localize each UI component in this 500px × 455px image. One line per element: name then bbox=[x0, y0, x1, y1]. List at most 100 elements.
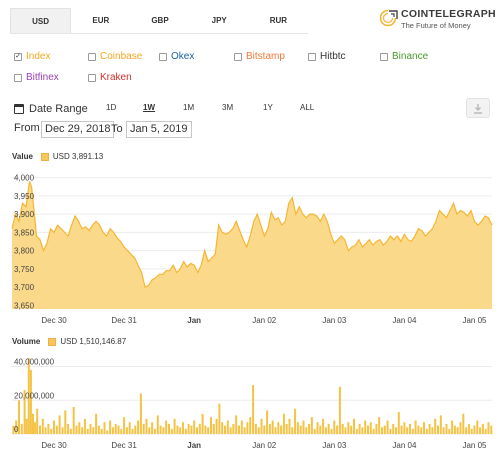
currency-tabs: USD EUR GBP JPY RUR bbox=[10, 8, 308, 34]
range-button-3m[interactable]: 3M bbox=[222, 103, 234, 112]
currency-tab-gbp[interactable]: GBP bbox=[151, 16, 169, 25]
currency-tab-rur[interactable]: RUR bbox=[269, 16, 288, 25]
volume-bar bbox=[378, 417, 381, 434]
volume-chart[interactable]: 0 20,000,000 40,000,000 Dec 30 Dec 31 Jan Jan … bbox=[0, 349, 500, 455]
volume-legend-swatch bbox=[48, 337, 57, 346]
volume-bar bbox=[29, 369, 32, 434]
volume-bar bbox=[218, 403, 221, 434]
volume-bar bbox=[196, 427, 198, 435]
volume-bar bbox=[375, 423, 378, 434]
volume-bar bbox=[316, 422, 319, 434]
currency-tab-eur[interactable]: EUR bbox=[92, 16, 110, 25]
volume-bar bbox=[44, 427, 47, 435]
exchange-checkbox[interactable] bbox=[380, 52, 388, 61]
exchange-checkbox[interactable] bbox=[159, 52, 167, 61]
volume-bar bbox=[162, 427, 165, 435]
volume-bar bbox=[198, 423, 201, 434]
volume-x-tick-label: Jan bbox=[187, 441, 201, 450]
from-date-input[interactable]: Dec 29, 2018 bbox=[41, 121, 115, 138]
volume-bar bbox=[369, 422, 372, 434]
exchange-checkbox[interactable] bbox=[308, 52, 316, 61]
volume-bar bbox=[193, 420, 196, 434]
range-button-all[interactable]: ALL bbox=[300, 103, 315, 112]
volume-bar bbox=[229, 427, 232, 435]
to-date-input[interactable]: Jan 5, 2019 bbox=[126, 121, 192, 138]
volume-bar bbox=[117, 425, 120, 434]
volume-bar bbox=[476, 420, 479, 434]
value-area bbox=[12, 181, 492, 309]
logo-tagline: The Future of Money bbox=[401, 21, 471, 30]
volume-bar bbox=[364, 420, 367, 434]
range-button-1d[interactable]: 1D bbox=[106, 103, 117, 112]
volume-bar bbox=[400, 425, 403, 434]
exchange-checkbox[interactable] bbox=[88, 52, 96, 61]
range-button-1m[interactable]: 1M bbox=[183, 103, 195, 112]
exchange-binance[interactable]: Binance bbox=[380, 51, 428, 62]
exchange-okex[interactable]: Okex bbox=[159, 51, 194, 62]
exchange-checkbox[interactable] bbox=[88, 73, 96, 82]
volume-bar bbox=[397, 412, 400, 434]
value-y-tick-label: 3,850 bbox=[14, 228, 35, 237]
volume-x-tick-label: Dec 30 bbox=[41, 441, 67, 450]
value-legend-swatch bbox=[40, 152, 49, 161]
volume-bar bbox=[170, 428, 173, 434]
range-button-1y[interactable]: 1Y bbox=[263, 103, 273, 112]
volume-bar bbox=[344, 427, 347, 435]
volume-bar bbox=[296, 422, 299, 434]
exchange-index[interactable]: ✓ Index bbox=[14, 51, 50, 62]
exchange-bitfinex[interactable]: Bitfinex bbox=[14, 72, 59, 83]
volume-bar bbox=[467, 423, 470, 434]
volume-bar bbox=[212, 423, 215, 434]
volume-bar bbox=[490, 425, 493, 434]
volume-bar bbox=[445, 423, 448, 434]
volume-bar bbox=[361, 427, 364, 435]
volume-bar bbox=[168, 423, 170, 434]
volume-bar bbox=[145, 418, 148, 434]
exchange-checkbox[interactable] bbox=[14, 73, 22, 82]
value-x-tick-label: Jan 04 bbox=[392, 316, 417, 325]
volume-bar bbox=[367, 425, 369, 434]
volume-bar bbox=[310, 417, 313, 434]
volume-bar bbox=[333, 420, 336, 434]
exchange-coinbase[interactable]: Coinbase bbox=[88, 51, 142, 62]
volume-bar bbox=[128, 422, 131, 434]
exchange-checkbox[interactable] bbox=[234, 52, 242, 61]
volume-bar bbox=[184, 428, 187, 434]
volume-x-tick-label: Jan 03 bbox=[322, 441, 347, 450]
exchange-checkbox[interactable]: ✓ bbox=[14, 52, 22, 61]
currency-tab-usd[interactable]: USD bbox=[10, 8, 72, 33]
volume-bar bbox=[336, 425, 339, 434]
volume-bar bbox=[252, 385, 255, 434]
logo-name: COINTELEGRAPH bbox=[401, 8, 496, 20]
volume-bar bbox=[25, 418, 28, 434]
date-range-header: Date Range bbox=[14, 102, 88, 116]
exchange-kraken[interactable]: Kraken bbox=[88, 72, 132, 83]
exchange-hitbtc[interactable]: Hitbtc bbox=[308, 51, 346, 62]
volume-bar bbox=[319, 425, 322, 434]
volume-bar bbox=[72, 407, 75, 434]
value-chart[interactable]: 3,650 3,700 3,750 3,800 3,850 3,900 3,950 4,000… bbox=[0, 166, 500, 346]
volume-bar bbox=[103, 422, 106, 434]
exchange-label: Okex bbox=[171, 51, 195, 62]
range-button-1w[interactable]: 1W bbox=[143, 103, 155, 112]
volume-y-tick-label: 20,000,000 bbox=[14, 391, 55, 400]
volume-bar bbox=[381, 427, 383, 435]
volume-bar bbox=[123, 417, 126, 434]
cointelegraph-logo: COINTELEGRAPH The Future of Money bbox=[379, 6, 497, 34]
currency-tab-jpy[interactable]: JPY bbox=[211, 16, 227, 25]
value-y-tick-label: 3,700 bbox=[14, 283, 35, 292]
volume-bar bbox=[465, 427, 468, 435]
volume-bar bbox=[204, 425, 207, 434]
volume-bar bbox=[448, 428, 451, 434]
volume-bar bbox=[302, 420, 305, 434]
volume-bar bbox=[355, 428, 358, 434]
volume-bar bbox=[263, 425, 266, 434]
value-y-tick-label: 4,000 bbox=[14, 174, 35, 183]
volume-bar bbox=[27, 358, 30, 434]
volume-bar bbox=[291, 427, 294, 435]
volume-bar bbox=[322, 418, 325, 434]
download-button[interactable] bbox=[466, 98, 490, 118]
volume-bar bbox=[137, 420, 140, 434]
exchange-bitstamp[interactable]: Bitstamp bbox=[234, 51, 285, 62]
volume-bar bbox=[243, 427, 246, 435]
